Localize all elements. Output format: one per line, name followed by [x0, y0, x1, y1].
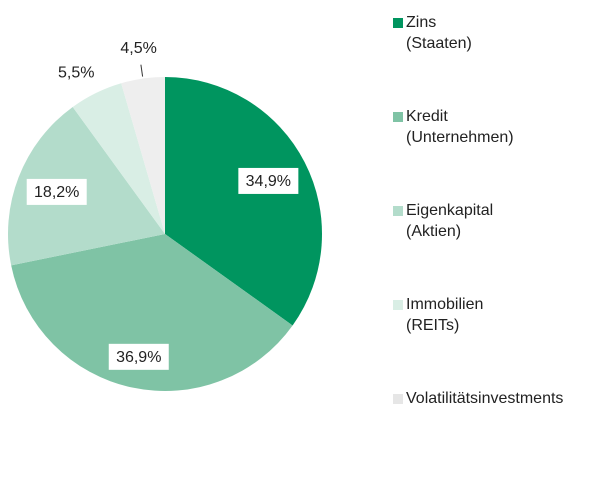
pie-slice — [165, 77, 322, 326]
legend-label: Zins (Staaten) — [406, 14, 472, 52]
legend-item: Zins (Staaten) — [391, 12, 613, 106]
page: 34,9% 36,9% 18,2% 5,5% 4,5% Zins (Staaten) Kr… — [8, 14, 564, 407]
legend-item: Volatilitätsinvestments — [391, 388, 613, 482]
data-label: 34,9% — [246, 173, 291, 190]
data-label: 4,5% — [120, 40, 156, 57]
pie-slice — [11, 234, 293, 391]
legend-label: Immobilien (REITs) — [406, 296, 484, 334]
leader-line — [140, 64, 144, 77]
legend-swatch — [393, 300, 403, 310]
legend-swatch — [393, 18, 403, 28]
legend-label: Eigenkapital (Aktien) — [406, 202, 494, 240]
chart: 34,9% 36,9% 18,2% 5,5% 4,5% — [8, 40, 322, 391]
label-box — [108, 343, 169, 370]
legend-swatch — [393, 206, 403, 216]
data-label: 36,9% — [116, 349, 161, 366]
label-box — [238, 167, 299, 194]
pie-slice — [121, 77, 165, 234]
legend-label: Kredit (Unternehmen) — [406, 108, 514, 146]
legend-item: Kredit (Unternehmen) — [391, 106, 613, 200]
data-label: 5,5% — [58, 64, 94, 81]
legend-swatch — [393, 394, 403, 404]
legend: Zins (Staaten) Kredit (Unternehmen) Eigenk… — [391, 12, 613, 482]
legend-label: Volatilitätsinvestments — [406, 390, 564, 407]
legend-item: Eigenkapital (Aktien) — [391, 200, 613, 294]
data-label: 18,2% — [34, 184, 79, 201]
pie-slice — [72, 83, 165, 235]
label-box — [26, 178, 87, 205]
legend-item: Immobilien (REITs) — [391, 294, 613, 388]
legend-swatch — [393, 112, 403, 122]
